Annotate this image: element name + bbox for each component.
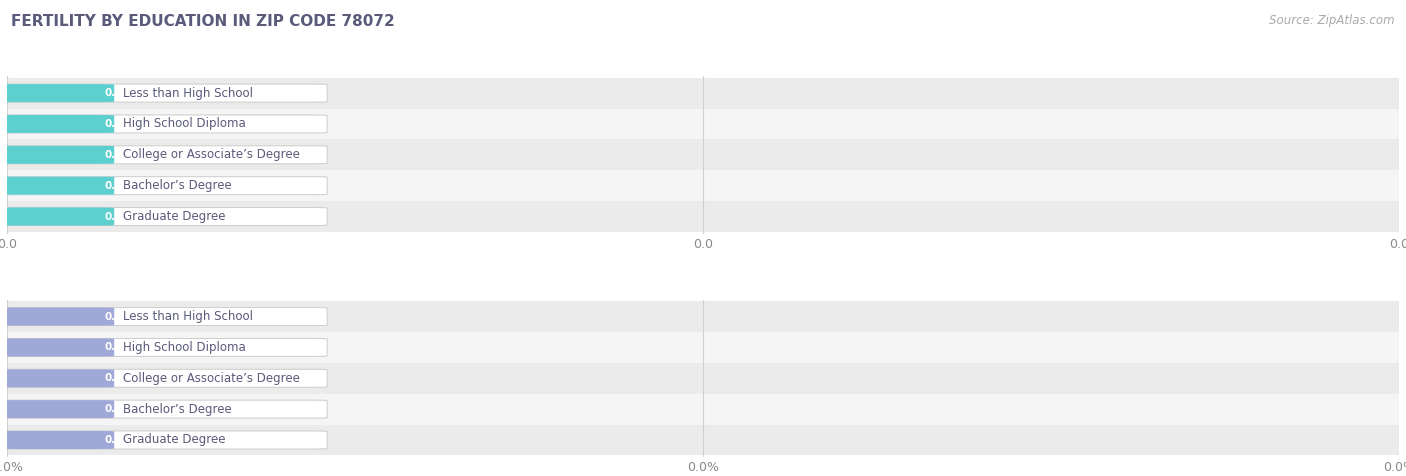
Bar bbox=[7, 332, 1399, 363]
FancyBboxPatch shape bbox=[0, 84, 328, 102]
FancyBboxPatch shape bbox=[0, 177, 328, 195]
Text: Less than High School: Less than High School bbox=[122, 87, 253, 99]
FancyBboxPatch shape bbox=[0, 431, 114, 449]
Text: Less than High School: Less than High School bbox=[122, 310, 253, 323]
FancyBboxPatch shape bbox=[0, 307, 328, 326]
Text: 0.0: 0.0 bbox=[104, 181, 122, 191]
Text: Graduate Degree: Graduate Degree bbox=[122, 210, 225, 223]
Text: 0.0: 0.0 bbox=[104, 119, 122, 129]
Text: 0.0%: 0.0% bbox=[104, 312, 134, 322]
Bar bbox=[7, 363, 1399, 394]
FancyBboxPatch shape bbox=[0, 84, 114, 102]
Bar bbox=[7, 170, 1399, 201]
FancyBboxPatch shape bbox=[0, 307, 114, 326]
Text: Source: ZipAtlas.com: Source: ZipAtlas.com bbox=[1270, 14, 1395, 27]
FancyBboxPatch shape bbox=[0, 208, 114, 226]
Bar bbox=[7, 394, 1399, 425]
FancyBboxPatch shape bbox=[0, 369, 114, 387]
Text: Bachelor’s Degree: Bachelor’s Degree bbox=[122, 403, 232, 416]
Bar bbox=[7, 109, 1399, 139]
FancyBboxPatch shape bbox=[0, 338, 328, 357]
Text: 0.0: 0.0 bbox=[104, 211, 122, 221]
Text: High School Diploma: High School Diploma bbox=[122, 118, 245, 130]
FancyBboxPatch shape bbox=[0, 115, 328, 133]
FancyBboxPatch shape bbox=[0, 338, 114, 357]
Text: High School Diploma: High School Diploma bbox=[122, 341, 245, 354]
Text: College or Associate’s Degree: College or Associate’s Degree bbox=[122, 149, 299, 161]
FancyBboxPatch shape bbox=[0, 400, 114, 418]
FancyBboxPatch shape bbox=[0, 146, 328, 164]
Text: Bachelor’s Degree: Bachelor’s Degree bbox=[122, 179, 232, 192]
Text: 0.0%: 0.0% bbox=[104, 342, 134, 352]
FancyBboxPatch shape bbox=[0, 400, 328, 418]
FancyBboxPatch shape bbox=[0, 115, 114, 133]
FancyBboxPatch shape bbox=[0, 177, 114, 195]
Text: 0.0%: 0.0% bbox=[104, 435, 134, 445]
Bar bbox=[7, 301, 1399, 332]
Bar bbox=[7, 425, 1399, 456]
Bar bbox=[7, 78, 1399, 109]
Text: 0.0: 0.0 bbox=[104, 88, 122, 98]
Text: 0.0%: 0.0% bbox=[104, 373, 134, 383]
FancyBboxPatch shape bbox=[0, 208, 328, 226]
FancyBboxPatch shape bbox=[0, 146, 114, 164]
Text: FERTILITY BY EDUCATION IN ZIP CODE 78072: FERTILITY BY EDUCATION IN ZIP CODE 78072 bbox=[11, 14, 395, 30]
FancyBboxPatch shape bbox=[0, 369, 328, 387]
Text: College or Associate’s Degree: College or Associate’s Degree bbox=[122, 372, 299, 385]
Text: 0.0%: 0.0% bbox=[104, 404, 134, 414]
Bar bbox=[7, 139, 1399, 170]
Bar bbox=[7, 201, 1399, 232]
Text: Graduate Degree: Graduate Degree bbox=[122, 434, 225, 446]
Text: 0.0: 0.0 bbox=[104, 150, 122, 160]
FancyBboxPatch shape bbox=[0, 431, 328, 449]
